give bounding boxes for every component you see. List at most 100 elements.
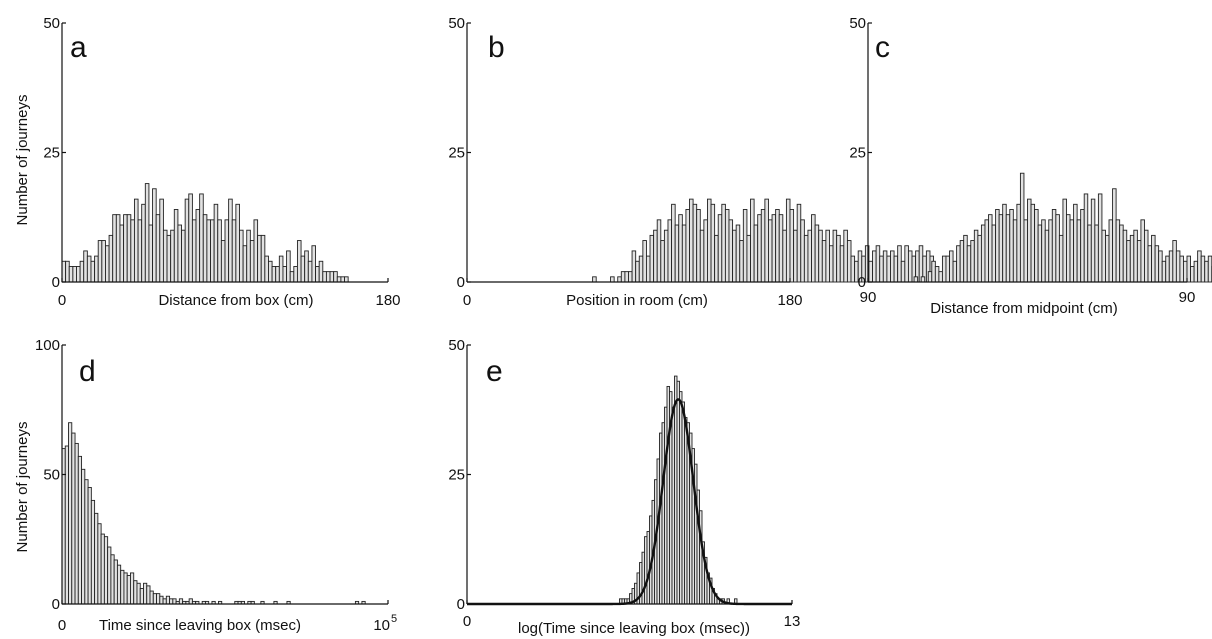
bar-c-57 [1069,219,1075,283]
bar-c-31 [977,234,982,283]
bar-a-42 [213,203,219,283]
bar-d-5 [77,455,83,605]
panel-c: 0 25 50 90 90 Distance from midpoint (cm) c [849,15,1212,317]
bar-c-75 [1133,229,1138,283]
bar-b-103 [836,234,841,283]
bar-a-48 [235,203,240,283]
bar-c-49 [1041,219,1046,283]
bar-c-20 [938,271,943,283]
bar-b-97 [814,224,820,283]
bar-b-74 [732,229,737,283]
bar-b-87 [778,214,784,283]
bar-b-112 [868,260,874,283]
x-tick-label-b-0: 0 [463,292,471,309]
bar-c-78 [1144,229,1149,283]
panel-letter-b: b [488,31,505,64]
bar-d-39 [188,598,193,605]
x-axis-label-e: log(Time since leaving box (msec)) [518,620,750,637]
bar-d-3 [71,432,76,605]
bar-a-36 [191,219,197,283]
bar-a-7 [86,255,92,283]
bar-c-44 [1023,219,1028,283]
bar-c-87 [1175,250,1181,283]
bar-c-51 [1048,219,1053,283]
bar-b-62 [689,198,694,283]
y-tick-label-d-1: 50 [43,467,60,484]
bar-c-35 [991,224,997,283]
x-tick-label-e-0: 0 [463,613,471,630]
x-tick-label-b-1: 180 [777,292,802,309]
bar-a-38 [199,193,204,283]
bar-d-19 [123,572,128,605]
bar-a-49 [239,229,244,283]
bar-b-42 [617,276,622,283]
bar-a-27 [159,198,164,283]
bar-b-86 [775,209,780,283]
bar-a-18 [126,214,132,283]
y-tick-label-c-2: 50 [849,15,866,32]
bar-d-32 [165,595,171,605]
bar-a-29 [166,234,172,283]
bar-c-74 [1129,234,1135,283]
bar-c-38 [1002,203,1007,283]
bar-d-9 [90,499,96,605]
y-tick-label-a-2: 50 [43,15,60,32]
bar-c-45 [1027,198,1032,283]
bar-a-5 [79,260,85,283]
bar-b-51 [649,234,655,283]
bar-b-80 [753,224,759,283]
bar-a-68 [307,260,313,283]
bar-a-30 [170,229,175,283]
bar-a-61 [282,266,288,283]
bar-b-53 [656,219,662,283]
bar-a-23 [144,183,150,283]
y-tick-label-b-1: 25 [448,145,465,162]
bar-b-47 [635,260,640,283]
bar-a-15 [115,214,121,283]
bar-a-52 [249,240,255,283]
bar-b-44 [624,271,629,283]
bar-c-91 [1190,266,1195,283]
bar-a-24 [148,224,153,283]
bar-d-6 [81,468,86,605]
bar-c-28 [966,245,972,283]
bar-b-117 [886,255,891,283]
bar-a-25 [152,188,157,283]
y-tick-label-e-2: 50 [448,337,465,354]
bar-b-77 [742,209,748,283]
y-tick-label-e-0: 0 [457,596,465,613]
bar-d-4 [74,442,79,605]
bar-a-34 [184,198,190,283]
bar-a-67 [304,250,309,283]
bar-a-16 [119,224,125,283]
bar-b-43 [620,271,626,283]
bar-d-34 [172,598,177,605]
bar-b-120 [897,245,902,283]
bar-c-70 [1115,219,1121,283]
bar-d-24 [139,588,144,605]
bar-b-78 [746,234,751,283]
panel-letter-e: e [486,355,503,388]
y-tick-label-d-2: 100 [35,337,60,354]
bar-a-62 [286,250,291,283]
bar-a-14 [112,214,117,283]
y-tick-label-d-0: 0 [52,596,60,613]
bar-a-2 [68,266,74,283]
panel-e: 0 25 50 0 13 log(Time since leaving box (msec… [448,337,800,637]
bar-b-95 [807,229,812,283]
bar-c-92 [1193,260,1199,283]
panel-b: 0 25 50 0 180 Position in room (cm) b [448,15,935,309]
bar-b-81 [757,214,762,283]
bar-a-20 [133,198,139,283]
bar-b-49 [642,240,647,283]
bar-a-28 [162,229,168,283]
y-tick-label-c-0: 0 [858,274,866,291]
bar-c-48 [1037,224,1043,283]
bar-d-15 [110,554,115,605]
x-tick-label-a-1: 180 [375,292,400,309]
bar-c-65 [1097,193,1103,283]
bar-b-113 [872,250,877,283]
bar-a-77 [340,276,345,283]
bar-c-68 [1108,219,1114,283]
